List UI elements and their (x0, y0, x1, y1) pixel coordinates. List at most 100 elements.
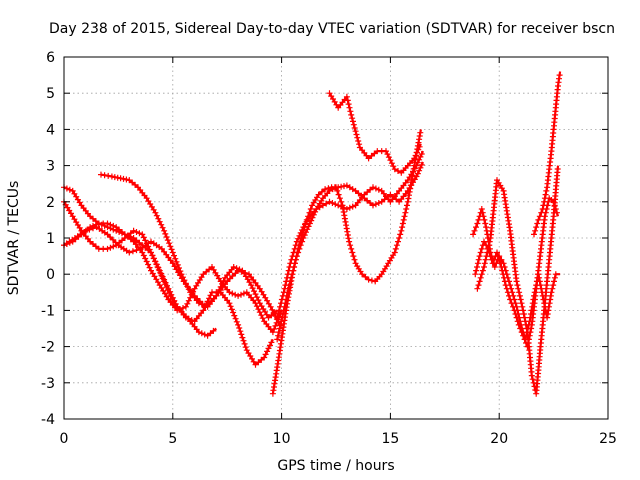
data-point (475, 256, 482, 263)
data-point (548, 289, 555, 296)
data-point (107, 234, 114, 241)
data-point (508, 300, 515, 307)
data-point (402, 209, 409, 216)
data-point (285, 285, 292, 292)
data-point (391, 166, 398, 173)
data-point (236, 266, 243, 273)
data-point (414, 170, 421, 177)
data-point (312, 208, 319, 215)
data-point (472, 271, 479, 278)
data-point (195, 329, 202, 336)
data-point (416, 143, 423, 150)
data-point (498, 264, 505, 270)
data-point (239, 334, 246, 341)
data-point (551, 278, 557, 285)
data-point (552, 271, 559, 278)
data-point (351, 256, 358, 263)
data-point (233, 318, 240, 325)
data-point (159, 224, 166, 231)
data-point (350, 121, 357, 128)
series-1 (61, 184, 218, 339)
data-point (542, 191, 549, 198)
data-point (295, 235, 302, 242)
data-point (277, 321, 284, 328)
data-point (325, 185, 332, 192)
data-point (362, 273, 369, 280)
data-point (370, 202, 376, 209)
data-point (322, 186, 329, 193)
data-point (86, 226, 93, 233)
data-point (513, 278, 520, 285)
data-point (348, 111, 355, 118)
data-point (349, 249, 356, 256)
data-point (98, 171, 104, 178)
series-trace (476, 165, 560, 395)
data-point (347, 242, 354, 249)
data-point (162, 279, 169, 286)
data-point (230, 264, 237, 270)
data-point (528, 372, 535, 379)
data-point (153, 261, 160, 268)
x-tick-label: 5 (168, 431, 177, 447)
data-point (166, 240, 173, 247)
data-point (372, 185, 379, 192)
data-point (346, 204, 353, 211)
y-tick-label: -2 (41, 340, 55, 356)
data-point (289, 271, 296, 278)
data-point (133, 247, 140, 254)
data-point (233, 265, 240, 272)
data-point (519, 303, 526, 310)
data-point (514, 318, 521, 325)
series-3 (61, 220, 284, 336)
data-point (308, 217, 315, 224)
data-point (352, 128, 359, 135)
data-point (177, 306, 184, 313)
data-point (107, 244, 114, 251)
data-point (481, 260, 488, 267)
data-point (296, 232, 303, 239)
data-point (368, 277, 375, 284)
series-13 (531, 71, 563, 238)
data-point (169, 249, 176, 256)
data-point (489, 260, 496, 267)
data-point (372, 201, 379, 208)
data-point (185, 315, 192, 322)
data-point (531, 231, 537, 238)
series-5 (98, 171, 278, 321)
data-point (329, 200, 336, 206)
data-point (181, 277, 188, 284)
data-point (295, 249, 302, 256)
data-point (333, 184, 339, 191)
data-point (169, 260, 176, 267)
data-point (177, 268, 184, 275)
data-point (518, 300, 525, 307)
data-point (315, 191, 322, 198)
data-point (481, 216, 488, 223)
data-point (393, 242, 400, 249)
data-point (484, 249, 491, 256)
series-4 (61, 224, 283, 329)
data-point (535, 216, 542, 223)
data-point (522, 318, 529, 325)
data-point (130, 227, 137, 234)
data-point (271, 309, 278, 316)
data-point (418, 161, 425, 168)
data-point (226, 289, 233, 296)
y-tick-label: -4 (41, 412, 55, 428)
data-point (474, 260, 481, 267)
data-point (539, 206, 546, 212)
data-point (413, 173, 420, 180)
data-point (107, 221, 114, 228)
x-axis-label: GPS time / hours (277, 458, 394, 474)
data-point (476, 253, 483, 260)
data-point (532, 227, 539, 234)
y-tick-label: 0 (46, 267, 55, 283)
data-point (474, 220, 481, 227)
data-point (129, 248, 136, 255)
data-point (551, 274, 558, 281)
data-point (375, 200, 382, 206)
data-point (232, 315, 239, 322)
data-point (347, 108, 354, 115)
data-point (174, 261, 181, 268)
data-point (238, 331, 245, 338)
